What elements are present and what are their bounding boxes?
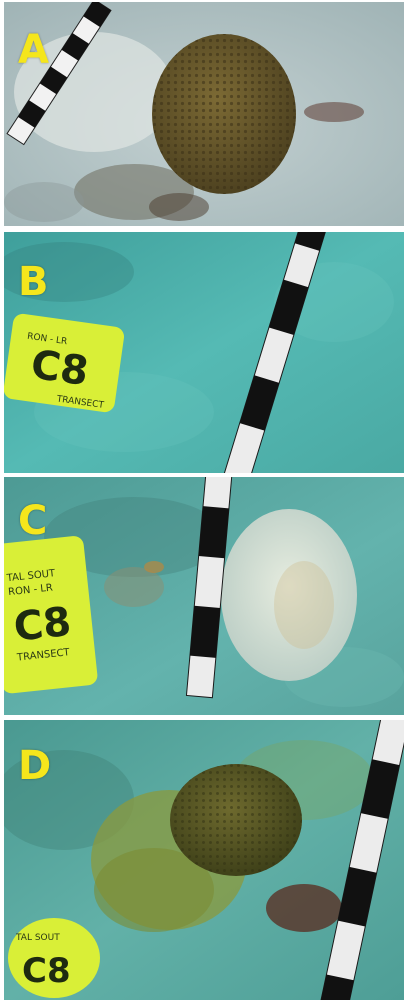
panel-label: C	[18, 498, 48, 544]
scale-bar	[220, 232, 327, 473]
id-tag	[8, 918, 100, 998]
tag-line-2: RON - LR	[8, 583, 54, 599]
bleached-coral-colony	[221, 509, 357, 681]
panel-c: TAL SOUT RON - LR C8 TRANSECT C	[4, 477, 404, 715]
tag-code: C8	[12, 599, 74, 651]
panel-label: A	[18, 27, 49, 73]
scale-bar	[6, 2, 112, 146]
panel-b: C8 RON - LR TRANSECT B	[4, 232, 404, 473]
panel-c-photo: TAL SOUT RON - LR C8 TRANSECT	[4, 477, 404, 715]
panel-b-photo: C8 RON - LR TRANSECT	[4, 232, 404, 473]
tag-line-1: TAL SOUT	[5, 568, 56, 584]
tag-code: C8	[28, 342, 91, 396]
tag-code: C8	[22, 951, 71, 991]
panel-label: B	[18, 259, 49, 305]
scale-bar	[185, 477, 233, 699]
panel-a: A	[4, 2, 404, 226]
panel-d-photo: TAL SOUT C8	[4, 720, 404, 1000]
coral-colony	[152, 34, 296, 194]
panel-label: D	[18, 743, 52, 789]
tag-line-1: TAL SOUT	[15, 933, 60, 943]
red-algae-patch	[266, 884, 342, 932]
coral-colony	[170, 764, 302, 876]
id-tag	[4, 313, 125, 413]
panel-d: TAL SOUT C8 D	[4, 720, 404, 1000]
scale-bar	[317, 720, 404, 1000]
id-tag	[4, 536, 98, 694]
panel-a-photo	[4, 2, 404, 226]
